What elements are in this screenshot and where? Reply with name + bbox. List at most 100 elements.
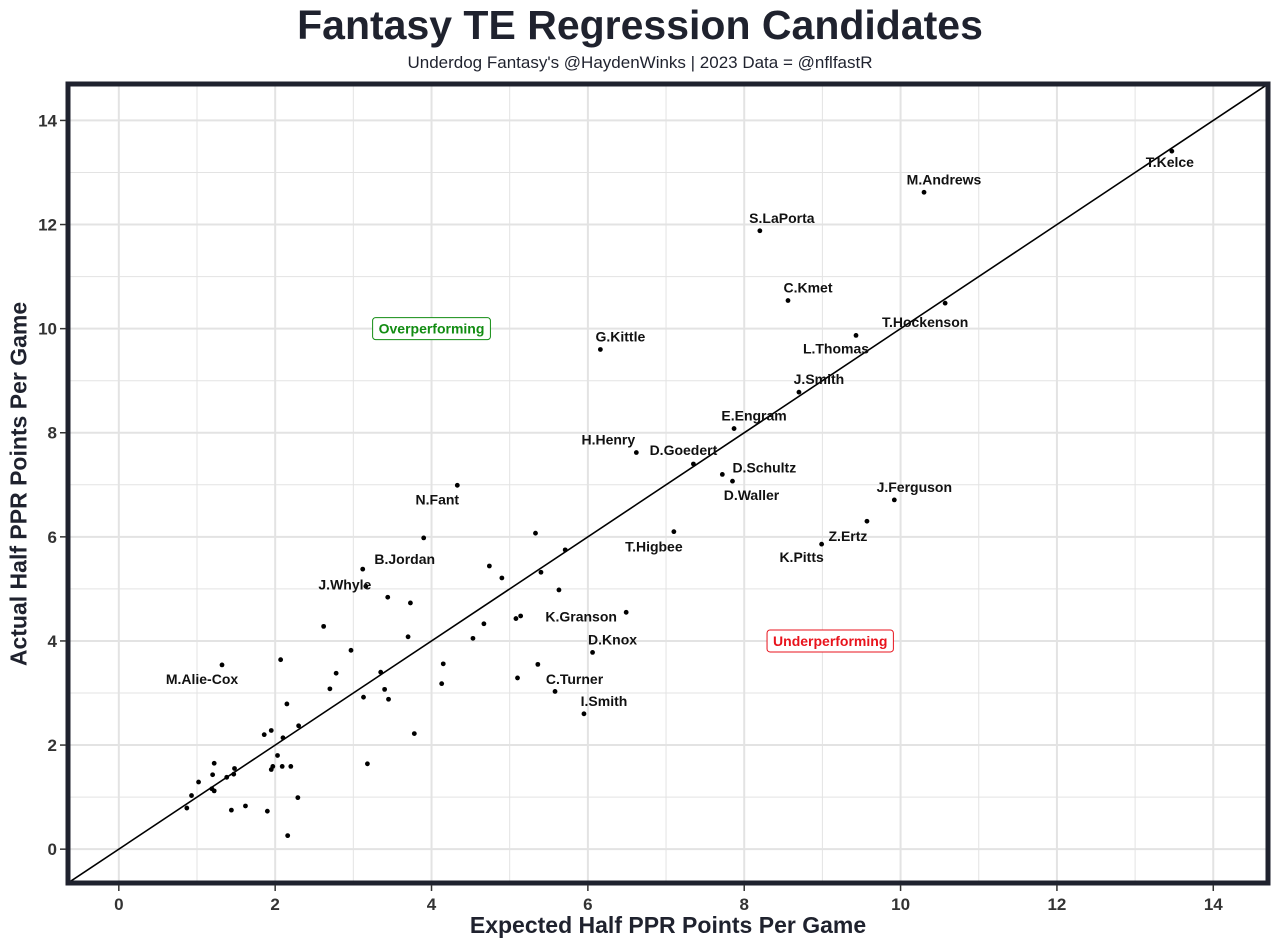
data-point — [590, 650, 595, 655]
data-point — [189, 793, 194, 798]
x-tick-label: 8 — [739, 895, 748, 914]
data-point — [470, 635, 476, 641]
point-label: D.Schultz — [732, 459, 796, 475]
annotation-box — [372, 317, 491, 341]
data-point — [196, 779, 201, 785]
data-point — [280, 735, 286, 741]
point-label: B.Jordan — [374, 551, 435, 567]
data-point — [421, 535, 427, 541]
data-point — [296, 723, 302, 729]
y-tick-label: 14 — [38, 111, 57, 130]
data-point — [719, 471, 725, 477]
x-tick-label: 6 — [583, 895, 592, 914]
data-point — [556, 587, 562, 593]
data-point — [439, 681, 445, 687]
x-tick-label: 4 — [427, 895, 437, 914]
point-label: T.Higbee — [625, 539, 683, 555]
data-point — [378, 669, 384, 675]
point-label: J.Ferguson — [877, 479, 952, 495]
data-point — [538, 569, 544, 575]
data-point — [385, 594, 391, 600]
chart-title: Fantasy TE Regression Candidates — [297, 2, 983, 48]
annotation-text: Overperforming — [379, 321, 485, 337]
data-point — [796, 389, 802, 395]
data-point — [295, 795, 301, 801]
data-point — [288, 764, 294, 769]
data-point — [499, 575, 505, 581]
point-label: N.Fant — [416, 491, 460, 507]
data-point — [361, 694, 366, 700]
data-point — [268, 728, 274, 733]
data-point — [365, 761, 370, 767]
x-tick-label: 12 — [1047, 895, 1066, 914]
data-point — [730, 478, 735, 484]
point-label: T.Kelce — [1146, 154, 1194, 170]
point-label: K.Granson — [545, 608, 617, 624]
y-tick-label: 8 — [48, 424, 57, 443]
y-axis-label: Actual Half PPR Points Per Game — [5, 301, 32, 667]
point-label: J.Smith — [794, 371, 845, 387]
data-point — [232, 766, 237, 771]
point-label: D.Waller — [724, 487, 780, 503]
x-tick-label: 10 — [891, 895, 910, 914]
data-point — [513, 616, 519, 621]
point-label: T.Hockenson — [882, 314, 968, 330]
data-point — [440, 661, 446, 667]
reference-line — [68, 84, 1268, 883]
data-point — [411, 731, 417, 737]
data-point — [224, 774, 230, 780]
data-point — [184, 805, 190, 811]
data-point — [597, 347, 603, 352]
data-point — [348, 647, 354, 653]
annotation-label: Overperforming — [372, 317, 491, 341]
annotation-text: Underperforming — [773, 633, 887, 649]
data-point — [228, 807, 234, 813]
annotation-label: Underperforming — [766, 629, 894, 653]
data-point — [211, 760, 217, 766]
data-point — [785, 298, 791, 303]
x-axis-label: Expected Half PPR Points Per Game — [469, 912, 867, 938]
y-tick-label: 4 — [48, 632, 58, 651]
data-point — [278, 657, 284, 663]
y-tick-label: 2 — [48, 736, 57, 755]
data-point — [382, 686, 388, 692]
data-point — [211, 788, 217, 794]
point-label: K.Pitts — [779, 549, 824, 565]
point-label: J.Whyle — [318, 576, 371, 592]
data-point — [268, 767, 274, 772]
data-point — [408, 600, 413, 606]
data-point — [1169, 148, 1175, 154]
data-point — [623, 609, 629, 615]
x-tick-label: 14 — [1204, 895, 1223, 914]
chart-subtitle: Underdog Fantasy's @HaydenWinks | 2023 D… — [407, 53, 873, 72]
data-point — [261, 732, 267, 738]
data-point — [275, 753, 280, 758]
data-point — [633, 450, 639, 455]
data-point — [921, 189, 927, 195]
data-point — [210, 772, 216, 778]
point-label: M.Alie-Cox — [166, 671, 239, 687]
data-point — [853, 333, 859, 338]
annotation-box — [766, 629, 894, 653]
point-label: I.Smith — [581, 693, 628, 709]
data-point — [285, 833, 291, 839]
data-point — [231, 771, 237, 777]
data-point — [731, 426, 737, 431]
data-point — [279, 764, 285, 769]
point-label: L.Thomas — [803, 340, 869, 356]
data-point — [535, 661, 541, 667]
y-tick-label: 12 — [38, 216, 57, 235]
data-point — [757, 228, 763, 234]
data-point — [264, 808, 270, 814]
point-label: D.Knox — [588, 631, 637, 647]
data-point — [864, 518, 870, 524]
data-point — [552, 689, 558, 694]
data-point — [518, 613, 524, 619]
x-tick-label: 0 — [114, 895, 123, 914]
y-tick-label: 6 — [48, 528, 57, 547]
data-point — [942, 300, 948, 306]
point-label: H.Henry — [581, 432, 635, 448]
point-label: G.Kittle — [595, 328, 645, 344]
data-point — [321, 623, 327, 629]
